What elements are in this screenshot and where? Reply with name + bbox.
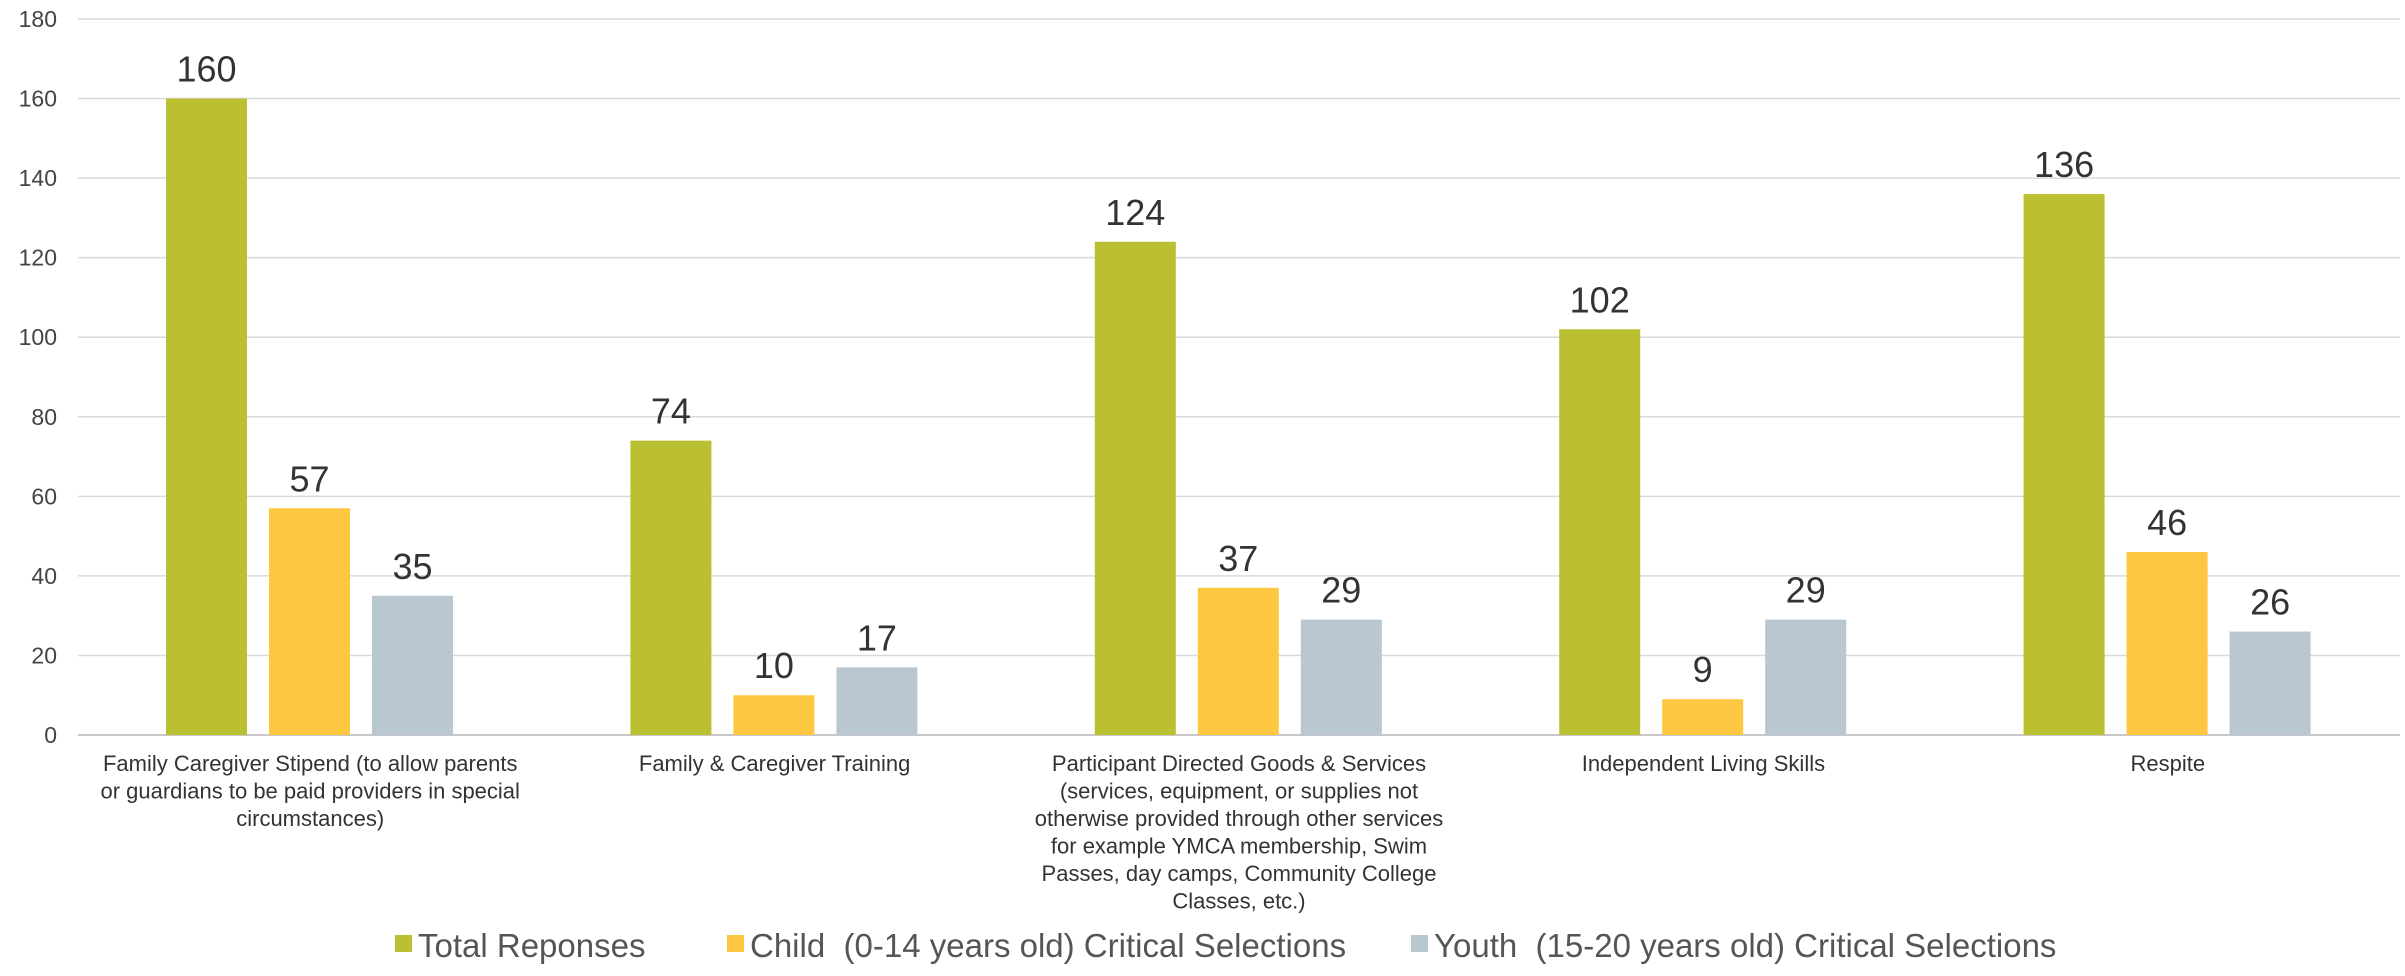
category-label-line: Family & Caregiver Training (639, 751, 910, 776)
y-tick-label: 160 (19, 86, 57, 112)
bar (630, 440, 712, 735)
category-label-line: for example YMCA membership, Swim (1051, 834, 1427, 859)
category-label-line: Family Caregiver Stipend (to allow paren… (103, 751, 518, 776)
bar (836, 667, 918, 735)
bar (1765, 619, 1847, 735)
bar (269, 508, 350, 735)
category-label: Family Caregiver Stipend (to allow paren… (100, 751, 519, 831)
category-label: Participant Directed Goods & Services (se… (1035, 751, 1443, 914)
data-label: 37 (1218, 538, 1258, 579)
category-label-line: or guardians to be paid providers in spe… (100, 779, 519, 804)
y-tick-label: 60 (31, 483, 57, 509)
data-label: 74 (651, 391, 691, 432)
data-label: 160 (176, 49, 236, 90)
category-label: Family & Caregiver Training (639, 751, 910, 776)
bar (2229, 631, 2311, 735)
data-label: 17 (857, 617, 897, 658)
category-label-line: Independent Living Skills (1582, 751, 1825, 776)
data-label: 29 (1321, 570, 1361, 611)
category-label-line: Respite (2131, 751, 2206, 776)
bar (166, 98, 247, 736)
category-label-line: Classes, etc.) (1172, 889, 1305, 914)
category-label: Independent Living Skills (1582, 751, 1825, 776)
legend-label: Youth (15-20 years old) Critical Selecti… (1434, 927, 2056, 964)
legend-swatch (395, 935, 412, 952)
y-tick-label: 40 (31, 563, 57, 589)
category-label: Respite (2131, 751, 2206, 776)
legend-label: Child (0-14 years old) Critical Selectio… (750, 927, 1346, 964)
legend-swatch (727, 935, 744, 952)
bar (1094, 241, 1176, 735)
y-tick-label: 100 (19, 324, 57, 350)
category-label-line: circumstances) (236, 806, 384, 831)
data-label: 35 (392, 546, 432, 587)
y-tick-label: 80 (31, 404, 57, 430)
data-label: 46 (2147, 502, 2187, 543)
y-tick-label: 0 (44, 722, 57, 748)
bar (2126, 552, 2208, 735)
y-tick-label: 120 (19, 245, 57, 271)
category-label-line: Passes, day camps, Community College (1042, 861, 1437, 886)
y-tick-label: 140 (19, 165, 57, 191)
bar (1559, 329, 1641, 735)
data-label: 136 (2034, 144, 2094, 185)
data-label: 102 (1570, 279, 1630, 320)
bar (1662, 699, 1744, 735)
y-tick-label: 20 (31, 642, 57, 668)
bar (1197, 587, 1279, 735)
data-label: 57 (289, 458, 329, 499)
bar (733, 695, 815, 735)
data-label: 10 (754, 645, 794, 686)
data-label: 26 (2250, 582, 2290, 623)
data-label: 29 (1786, 570, 1826, 611)
bar (372, 595, 453, 735)
bar (2023, 194, 2105, 735)
data-label: 9 (1693, 649, 1713, 690)
category-label-line: otherwise provided through other service… (1035, 806, 1443, 831)
data-label: 124 (1105, 192, 1165, 233)
category-label-line: Participant Directed Goods & Services (1052, 751, 1426, 776)
legend-swatch (1411, 935, 1428, 952)
legend-label: Total Reponses (418, 927, 645, 964)
bar (1300, 619, 1382, 735)
y-tick-label: 180 (19, 6, 57, 32)
category-label-line: (services, equipment, or supplies not (1060, 779, 1418, 804)
